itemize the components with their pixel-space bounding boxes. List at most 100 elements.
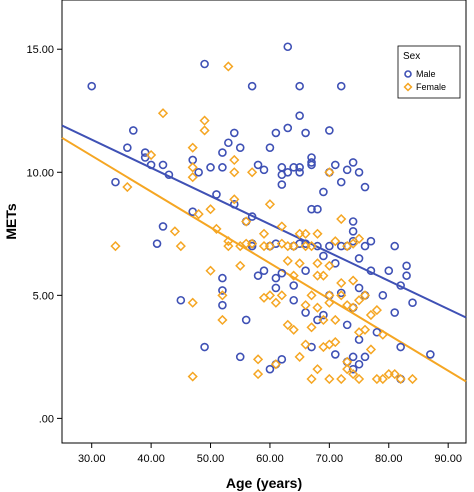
point-female	[223, 241, 234, 252]
point-male	[402, 271, 411, 280]
point-female	[294, 258, 305, 269]
point-male	[390, 241, 400, 251]
point-female	[276, 290, 287, 301]
point-female	[187, 297, 198, 308]
point-female	[223, 236, 234, 247]
x-tick-label: 70.00	[316, 453, 344, 465]
point-female	[229, 167, 240, 178]
point-male	[396, 281, 405, 290]
point-female	[282, 255, 293, 266]
point-female	[324, 297, 335, 308]
point-male	[224, 138, 233, 148]
point-female	[342, 364, 353, 375]
point-female	[336, 290, 347, 301]
point-female	[110, 241, 121, 252]
point-female	[199, 125, 210, 136]
point-male	[253, 160, 263, 170]
legend-label-male: Male	[416, 69, 436, 79]
point-female	[306, 241, 317, 252]
point-female	[276, 221, 287, 232]
x-tick-label: 30.00	[78, 453, 106, 465]
point-female	[175, 241, 186, 252]
point-female	[247, 238, 258, 249]
point-male	[336, 288, 346, 298]
point-female	[264, 290, 276, 301]
point-male	[158, 160, 168, 170]
point-male	[378, 291, 388, 300]
point-male	[277, 180, 287, 189]
point-female	[324, 373, 335, 385]
point-male	[336, 241, 346, 251]
point-female	[336, 213, 347, 225]
point-male	[330, 160, 340, 170]
point-male	[152, 239, 162, 248]
y-tick-label: 15.00	[26, 44, 54, 56]
point-male	[164, 170, 174, 180]
point-female	[247, 167, 258, 178]
x-axis-label: Age (years)	[226, 475, 302, 491]
point-female	[312, 258, 323, 269]
point-female	[169, 226, 180, 237]
point-male	[336, 177, 346, 187]
data-points	[87, 42, 435, 385]
x-tick-label: 40.00	[137, 453, 165, 465]
point-female	[324, 260, 335, 271]
point-female	[336, 277, 347, 289]
point-female	[312, 228, 323, 239]
point-female	[365, 344, 377, 355]
point-male	[390, 308, 400, 317]
point-male	[348, 364, 358, 374]
fit-line-male	[61, 124, 467, 319]
point-female	[146, 149, 157, 161]
point-male	[426, 350, 435, 359]
point-female	[324, 167, 335, 178]
x-tick-label: 60.00	[256, 453, 284, 465]
point-male	[360, 352, 370, 362]
point-female	[365, 309, 377, 321]
point-female	[300, 228, 311, 239]
point-female	[359, 324, 371, 335]
point-female	[193, 209, 204, 220]
point-male	[283, 42, 293, 52]
legend-label-female: Female	[416, 82, 446, 92]
point-male	[313, 204, 322, 214]
point-female	[312, 364, 323, 375]
point-male	[354, 359, 364, 369]
point-male	[313, 241, 322, 251]
point-female	[264, 241, 276, 252]
point-male	[384, 266, 394, 276]
point-male	[354, 167, 364, 177]
point-female	[282, 319, 293, 330]
point-female	[389, 369, 400, 380]
point-female	[235, 260, 246, 271]
point-male	[348, 217, 358, 226]
point-male	[259, 266, 269, 276]
point-male	[283, 123, 293, 133]
point-female	[157, 108, 169, 119]
point-male	[229, 128, 239, 138]
series-female	[110, 61, 418, 385]
point-female	[330, 314, 341, 326]
point-male	[265, 364, 275, 374]
point-female	[371, 305, 382, 316]
point-male	[271, 128, 281, 138]
point-male	[307, 204, 316, 214]
point-male	[366, 236, 376, 246]
point-male	[319, 251, 328, 261]
point-male	[277, 268, 287, 278]
point-male	[295, 81, 304, 91]
point-female	[258, 228, 270, 239]
point-male	[396, 342, 405, 352]
point-male	[289, 163, 299, 172]
point-male	[342, 320, 352, 330]
point-female	[187, 371, 198, 382]
point-female	[318, 270, 329, 281]
point-male	[176, 295, 186, 305]
point-male	[277, 163, 287, 172]
point-female	[217, 314, 228, 326]
point-male	[146, 160, 156, 170]
point-female	[348, 302, 359, 313]
point-male	[336, 81, 346, 91]
point-female	[353, 233, 365, 244]
